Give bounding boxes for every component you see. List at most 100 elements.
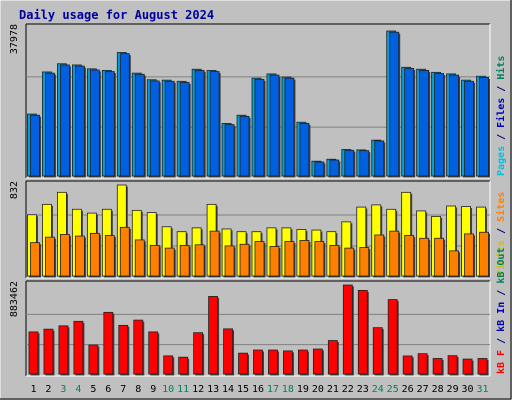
bar — [327, 340, 338, 375]
bar — [299, 122, 310, 177]
x-tick-label: 23 — [357, 384, 369, 395]
panel-pages-files-hits: 37978 Pages / Files / Hits — [9, 23, 507, 179]
x-tick-label: 7 — [120, 384, 126, 395]
bar — [479, 77, 489, 177]
x-tick-label: 2 — [45, 384, 51, 395]
bar — [103, 311, 114, 375]
y-max-label: 883462 — [9, 281, 20, 317]
bar — [449, 74, 459, 177]
bar — [329, 159, 340, 177]
bar — [268, 349, 278, 375]
x-tick-label: 26 — [402, 384, 414, 395]
x-tick-label: 30 — [462, 384, 474, 395]
x-tick-label: 3 — [60, 384, 66, 395]
bar — [284, 77, 295, 177]
bar — [60, 64, 70, 177]
x-tick-label: 5 — [90, 384, 96, 395]
chart-panels: 37978 Pages / Files / Hits 832 Visits / Sit… — [9, 23, 507, 377]
legend-entry: Pages — [496, 146, 507, 176]
bar — [372, 327, 383, 375]
bar — [179, 82, 190, 177]
bar — [45, 236, 55, 277]
x-tick-label: 4 — [75, 384, 81, 395]
legend-entry: Visits — [495, 240, 507, 276]
bar — [73, 320, 84, 375]
bar — [148, 331, 159, 375]
legend-entry: / — [496, 284, 507, 302]
x-tick-label: 14 — [222, 384, 234, 395]
bar — [209, 71, 220, 177]
bar — [58, 325, 69, 375]
bar — [299, 240, 310, 277]
legend-entry: kB Out — [496, 248, 507, 284]
x-tick-label: 31 — [476, 384, 488, 395]
x-tick-label: 25 — [387, 384, 399, 395]
panel-legend: kB F / kB In / kB Out — [496, 248, 507, 374]
legend-entry: Files — [495, 98, 507, 128]
bar — [193, 332, 204, 375]
bar — [404, 235, 415, 277]
bar — [254, 241, 265, 277]
bar — [404, 68, 415, 177]
bar — [312, 348, 323, 375]
series-files — [30, 31, 491, 178]
panel-legend: Visits / Sites — [495, 192, 507, 276]
legend-entry: / — [496, 80, 507, 98]
bar — [104, 235, 115, 277]
bar — [359, 247, 370, 277]
bar — [163, 355, 174, 375]
bar — [134, 73, 145, 177]
bar — [359, 150, 370, 177]
bar — [149, 244, 160, 277]
bar — [432, 358, 443, 375]
bar — [74, 235, 85, 277]
legend-entry: / — [496, 128, 507, 146]
series-kb-f — [28, 284, 489, 376]
bar — [119, 53, 130, 177]
bar — [269, 74, 280, 177]
bar — [194, 69, 205, 177]
y-max-label: 832 — [9, 181, 20, 199]
bar — [447, 355, 458, 375]
bar — [118, 324, 129, 375]
bar — [149, 80, 160, 177]
bar — [30, 242, 40, 277]
bar — [28, 331, 39, 375]
legend-entry: / — [496, 222, 507, 240]
bar — [419, 237, 430, 277]
bar — [254, 78, 265, 177]
x-tick-label: 10 — [162, 384, 174, 395]
bar — [89, 232, 100, 277]
bar — [298, 349, 308, 375]
bar — [417, 353, 428, 375]
x-axis-labels: 1 2 3 4 5 6 7 8 9 10 11 12 13 14 15 16 17 18 19 20 21 22 23 24 2… — [30, 384, 488, 395]
bar — [374, 234, 385, 277]
bar — [119, 226, 130, 277]
legend-entry: kB In — [496, 302, 507, 332]
bar — [284, 241, 295, 277]
bar — [434, 73, 445, 177]
bar — [314, 161, 325, 177]
bar — [133, 319, 144, 375]
bar — [238, 352, 248, 375]
x-tick-label: 6 — [105, 384, 111, 395]
x-tick-label: 16 — [252, 384, 264, 395]
bar — [402, 355, 413, 375]
panel-legend: Pages / Files / Hits — [495, 56, 507, 176]
x-tick-label: 28 — [432, 384, 444, 395]
bar — [45, 72, 55, 177]
bar — [164, 80, 175, 177]
bar — [253, 349, 263, 375]
bar — [283, 350, 293, 375]
bar — [269, 246, 280, 277]
x-tick-label: 19 — [297, 384, 309, 395]
x-tick-label: 17 — [267, 384, 279, 395]
bar — [342, 284, 353, 375]
legend-entry: Hits — [495, 56, 507, 80]
bar — [314, 241, 325, 277]
panel-kbf-kbin-kbout: 883462 kB F / kB In / kB Out — [9, 248, 507, 377]
x-tick-label: 13 — [207, 384, 219, 395]
bar — [134, 239, 145, 277]
bar — [74, 65, 85, 177]
chart-title: Daily usage for August 2024 — [19, 8, 214, 22]
